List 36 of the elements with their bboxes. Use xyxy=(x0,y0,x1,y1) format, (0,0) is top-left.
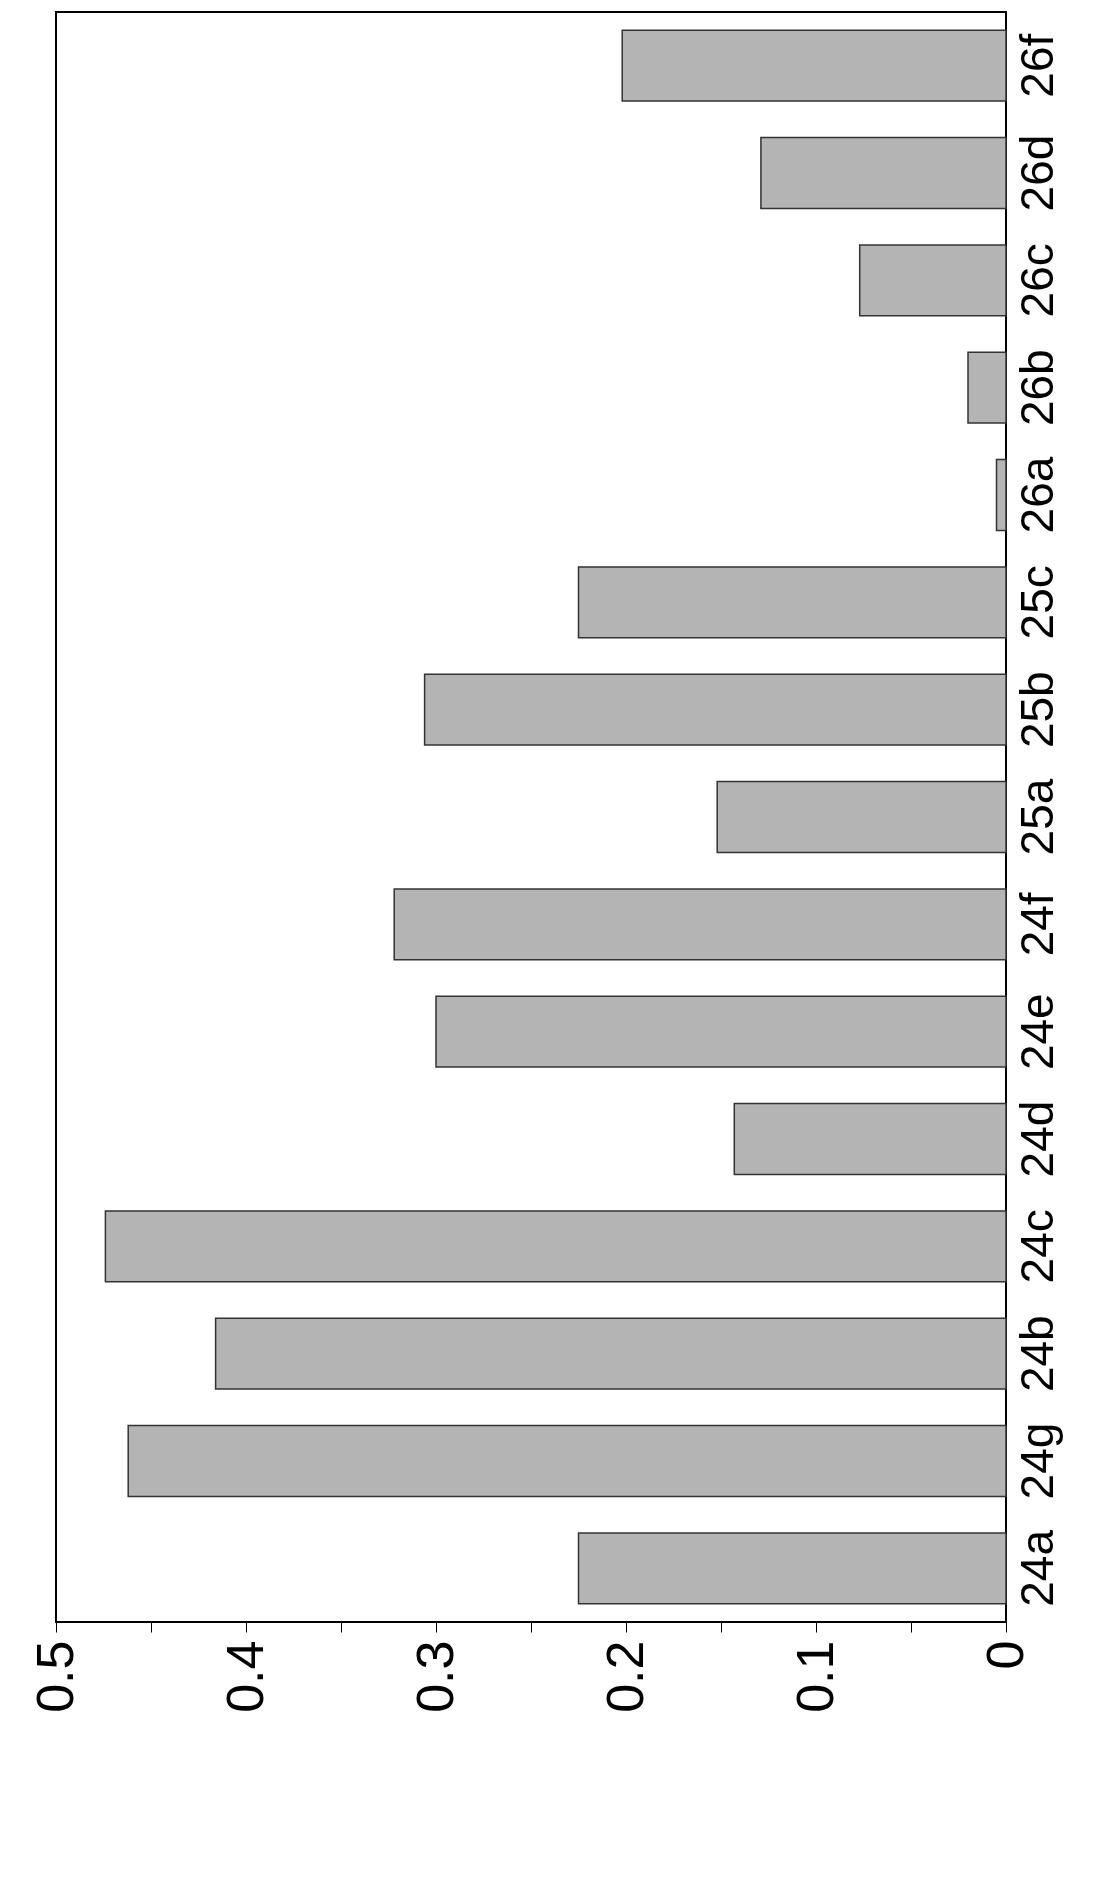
bar xyxy=(214,1317,1007,1390)
bar xyxy=(435,995,1007,1068)
x-tick-label: 0.2 xyxy=(595,1640,654,1713)
bar xyxy=(858,244,1007,317)
y-tick-label: 25c xyxy=(1010,565,1063,640)
y-tick-label: 24g xyxy=(1010,1422,1063,1500)
x-tick-label: 0.3 xyxy=(405,1640,464,1713)
y-tick-label: 24f xyxy=(1010,892,1063,957)
x-tick-label: 0.4 xyxy=(215,1640,274,1713)
y-tick-label: 26f xyxy=(1010,33,1063,98)
bar xyxy=(577,1532,1007,1605)
y-tick-label: 24e xyxy=(1010,993,1063,1071)
bar xyxy=(733,1102,1007,1176)
bar xyxy=(577,566,1007,639)
y-tick-label: 26a xyxy=(1010,456,1063,534)
y-tick-label: 26d xyxy=(1010,134,1063,212)
x-tick-label: 0.1 xyxy=(785,1640,844,1713)
y-tick-label: 24a xyxy=(1010,1529,1063,1607)
bar xyxy=(104,1210,1007,1283)
y-tick-label: 26c xyxy=(1010,243,1063,318)
bar xyxy=(995,458,1007,532)
x-tick-label: 0.5 xyxy=(25,1640,84,1713)
y-tick-label: 24b xyxy=(1010,1315,1063,1393)
bar xyxy=(621,29,1007,102)
bar xyxy=(393,888,1007,961)
bar xyxy=(760,136,1007,210)
bar xyxy=(716,780,1007,854)
y-tick-label: 26b xyxy=(1010,349,1063,427)
bar xyxy=(127,1424,1007,1498)
y-tick-label: 24d xyxy=(1010,1100,1063,1178)
y-tick-label: 24c xyxy=(1010,1209,1063,1284)
bar xyxy=(967,351,1007,424)
y-tick-label: 25a xyxy=(1010,778,1063,856)
y-tick-label: 25b xyxy=(1010,671,1063,749)
bar xyxy=(423,673,1007,746)
x-tick-label: 0 xyxy=(975,1640,1034,1670)
